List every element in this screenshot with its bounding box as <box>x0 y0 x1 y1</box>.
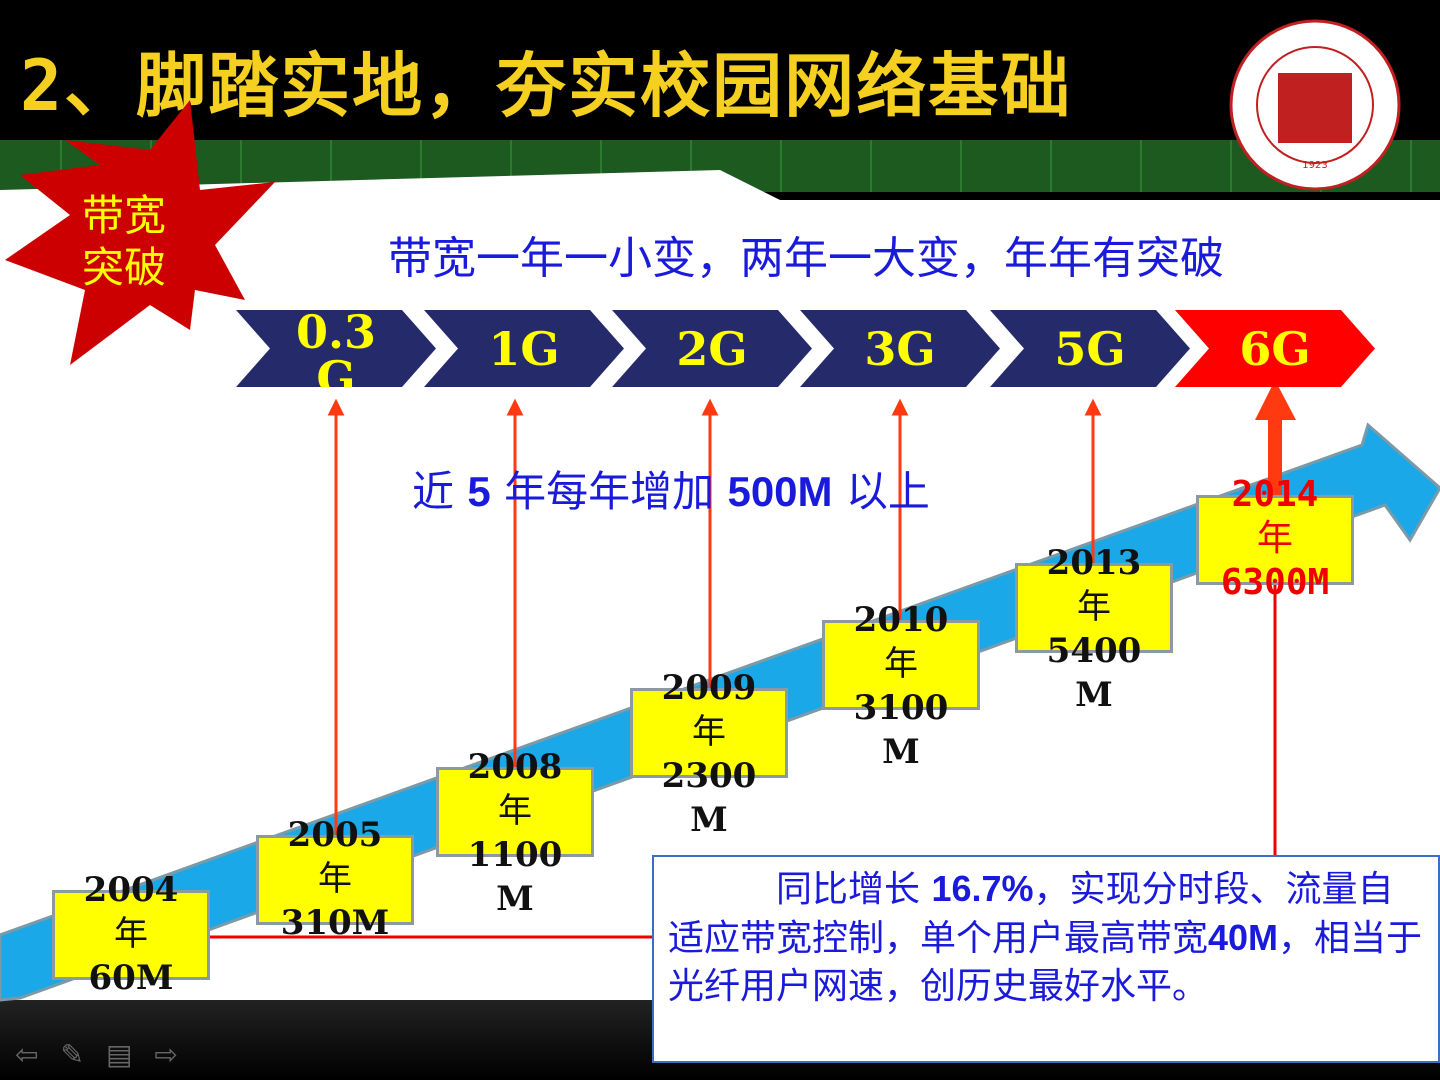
milestone-unit: 年 <box>692 712 726 752</box>
menu-icon[interactable]: ▤ <box>105 1038 133 1071</box>
milestone-unit: 年 <box>498 791 532 831</box>
milestone-value: 5400M <box>1046 631 1142 715</box>
burst-line-1: 带宽 <box>82 191 167 240</box>
milestone-box <box>1015 563 1173 653</box>
slide-nav: ⇦ ✎ ▤ ⇨ <box>15 1038 178 1071</box>
stage-label: 6G <box>1239 321 1311 376</box>
milestone-box <box>256 835 414 925</box>
milestone-year: 2014 <box>1231 474 1319 515</box>
milestone-year: 2004 <box>83 870 179 910</box>
stage-label: 2G <box>676 321 748 376</box>
milestone-year: 2008 <box>467 747 563 787</box>
milestone-value: 3100M <box>853 688 949 772</box>
milestone-label: 2008 年 1100M <box>436 745 594 921</box>
milestone-box <box>436 767 594 857</box>
milestone-box <box>630 688 788 778</box>
milestone-unit: 年 <box>1077 587 1111 627</box>
next-icon[interactable]: ⇨ <box>154 1038 178 1071</box>
milestone-value: 1100M <box>467 835 563 919</box>
milestone-label: 2004 年 60M <box>52 868 210 1000</box>
milestone-value: 60M <box>88 958 174 998</box>
milestone-box <box>822 620 980 710</box>
milestone-box <box>1196 495 1354 585</box>
milestone-label: 2013 年 5400M <box>1015 541 1173 717</box>
milestone-unit: 年 <box>1256 518 1293 559</box>
milestone-year: 2013 <box>1046 543 1142 583</box>
burst-line-2: 突破 <box>82 243 167 292</box>
milestone-value: 6300M <box>1220 562 1330 603</box>
milestone-unit: 年 <box>114 914 148 954</box>
stage-label: 0.3G <box>295 304 377 405</box>
growth-note: 近 5 年每年增加 500M 以上 <box>412 467 930 516</box>
milestone-unit: 年 <box>318 859 352 899</box>
milestone-year: 2009 <box>661 668 757 708</box>
subtitle: 带宽一年一小变，两年一大变，年年有突破 <box>388 233 1224 284</box>
milestone-label: 2009 年 2300M <box>630 666 788 842</box>
stage-label: 1G <box>488 321 560 376</box>
pen-icon[interactable]: ✎ <box>60 1038 84 1071</box>
milestone-box <box>52 890 210 980</box>
stage-label: 3G <box>864 321 936 376</box>
milestone-year: 2005 <box>287 815 383 855</box>
milestone-value: 2300M <box>661 756 757 840</box>
prev-icon[interactable]: ⇦ <box>15 1038 39 1071</box>
milestone-year: 2010 <box>853 600 949 640</box>
info-box: 同比增长 16.7%，实现分时段、流量自适应带宽控制，单个用户最高带宽40M，相… <box>652 855 1440 1063</box>
milestone-label: 2014 年 6300M <box>1196 473 1354 605</box>
slide-title: 2、脚踏实地，夯实校园网络基础 <box>20 45 1073 127</box>
burst-label: 带宽 突破 <box>82 190 166 294</box>
milestone-label: 2005 年 310M <box>256 813 414 945</box>
university-logo: 1923 <box>1229 19 1401 191</box>
svg-text:1923: 1923 <box>1302 160 1327 171</box>
burst-shape <box>5 100 275 365</box>
milestone-unit: 年 <box>884 644 918 684</box>
stage-label: 5G <box>1054 321 1126 376</box>
milestone-label: 2010 年 3100M <box>822 598 980 774</box>
milestone-value: 310M <box>280 903 390 943</box>
